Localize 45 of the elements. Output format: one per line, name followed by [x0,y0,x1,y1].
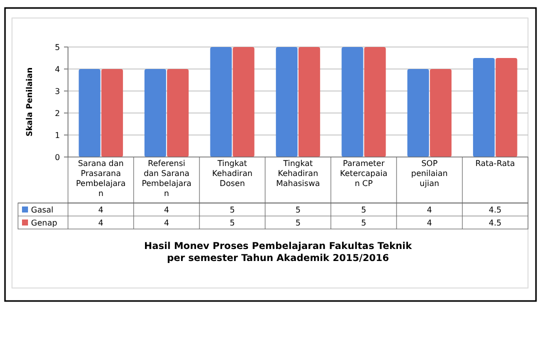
data-label: 4.5 [488,218,502,228]
y-tick-label: 0 [54,152,60,162]
bar [342,47,364,157]
bar [276,47,298,157]
y-tick-label: 5 [54,42,60,52]
y-axis-title: Skala Penilaian [25,67,34,137]
legend-label: Genap [31,218,58,228]
bar [210,47,232,157]
x-tick-label: Tingkat Kehadiran Dosen [212,159,252,188]
data-label: 4 [164,218,170,228]
bar [167,69,189,157]
data-label: 4 [426,218,432,228]
data-label: 4.5 [488,205,502,214]
bar [430,69,452,157]
x-tick-label: Sarana dan Prasarana Pembelajaran [76,159,126,198]
data-label: 5 [230,205,235,214]
data-label: 5 [230,218,235,228]
data-label: 4 [426,205,432,214]
bar [496,58,518,157]
x-tick-label: Parameter Ketercapaian CP [340,159,388,188]
bar [298,47,320,157]
bar [232,47,254,157]
bar [78,69,100,157]
bar [101,69,123,157]
text: Hasil Monev Proses Pembelajaran Fakultas Teknik per semester Tahun Akademik 2015/2016 [144,241,413,264]
data-label: 5 [361,205,366,214]
data-label: 5 [361,218,366,228]
x-tick-label: Rata-Rata [475,159,515,168]
legend-label: Gasal [31,205,54,214]
x-tick-label: Tingkat Kehadiran Mahasiswa [276,159,320,188]
data-label: 5 [295,218,301,228]
data-label: 4 [98,218,104,228]
bar [364,47,386,157]
y-tick-label: 3 [54,86,60,96]
y-tick-label: 4 [54,64,60,74]
bar [407,69,429,157]
y-tick-label: 1 [54,130,60,140]
y-tick-label: 2 [54,108,60,118]
bar [473,58,495,157]
data-label: 4 [98,205,104,214]
x-tick-label: SOP penilaian ujian [411,159,448,188]
x-tick-label: Referensi dan Sarana Pembelajaran [142,159,192,198]
data-label: 4 [164,205,170,214]
data-label: 5 [295,205,301,214]
bar [144,69,166,157]
